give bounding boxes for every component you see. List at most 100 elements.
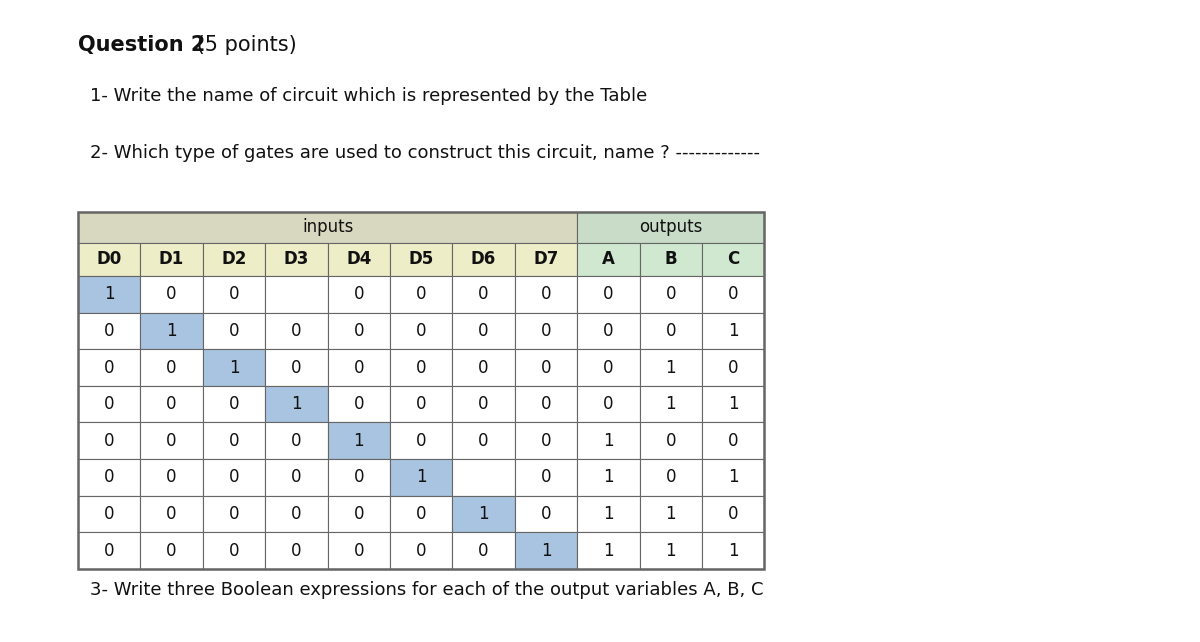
Text: 0: 0 xyxy=(292,431,301,450)
Text: 0: 0 xyxy=(354,505,364,523)
Text: D0: D0 xyxy=(96,250,122,268)
Text: 1- Write the name of circuit which is represented by the Table: 1- Write the name of circuit which is re… xyxy=(90,87,647,105)
Text: 0: 0 xyxy=(104,395,114,413)
Text: 0: 0 xyxy=(541,505,551,523)
Text: 0: 0 xyxy=(104,468,114,487)
Text: 0: 0 xyxy=(479,541,488,560)
Text: (5 points): (5 points) xyxy=(190,35,296,55)
Text: 0: 0 xyxy=(728,431,738,450)
Text: 1: 1 xyxy=(666,395,676,413)
Text: D2: D2 xyxy=(221,250,247,268)
Text: 0: 0 xyxy=(541,431,551,450)
Text: 0: 0 xyxy=(479,322,488,340)
Text: 1: 1 xyxy=(541,541,551,560)
Text: 1: 1 xyxy=(416,468,426,487)
Text: 0: 0 xyxy=(229,285,239,304)
Text: 1: 1 xyxy=(104,285,114,304)
Text: 0: 0 xyxy=(604,358,613,377)
Text: D3: D3 xyxy=(283,250,310,268)
Text: 1: 1 xyxy=(728,395,738,413)
Text: 1: 1 xyxy=(604,541,613,560)
Text: 1: 1 xyxy=(479,505,488,523)
Text: 0: 0 xyxy=(541,322,551,340)
Text: 1: 1 xyxy=(728,322,738,340)
Text: 1: 1 xyxy=(666,358,676,377)
Text: 1: 1 xyxy=(604,505,613,523)
Text: 0: 0 xyxy=(104,358,114,377)
Text: 0: 0 xyxy=(354,541,364,560)
Text: 0: 0 xyxy=(104,322,114,340)
Text: 0: 0 xyxy=(666,322,676,340)
Text: 0: 0 xyxy=(479,358,488,377)
Text: 0: 0 xyxy=(479,395,488,413)
Text: D7: D7 xyxy=(533,250,559,268)
Text: 1: 1 xyxy=(354,431,364,450)
Text: 0: 0 xyxy=(292,322,301,340)
Text: D6: D6 xyxy=(470,250,497,268)
Text: 2- Which type of gates are used to construct this circuit, name ? -------------: 2- Which type of gates are used to const… xyxy=(90,144,760,162)
Text: 0: 0 xyxy=(292,505,301,523)
Text: 0: 0 xyxy=(167,395,176,413)
Text: 0: 0 xyxy=(229,322,239,340)
Text: 0: 0 xyxy=(292,541,301,560)
Text: B: B xyxy=(665,250,677,268)
Text: 1: 1 xyxy=(728,541,738,560)
Text: 0: 0 xyxy=(604,285,613,304)
Text: 0: 0 xyxy=(416,322,426,340)
Text: 0: 0 xyxy=(354,322,364,340)
Text: 0: 0 xyxy=(541,468,551,487)
Text: 0: 0 xyxy=(354,395,364,413)
Text: 0: 0 xyxy=(167,468,176,487)
Text: 0: 0 xyxy=(479,431,488,450)
Text: 0: 0 xyxy=(167,358,176,377)
Text: 0: 0 xyxy=(728,505,738,523)
Text: 0: 0 xyxy=(104,431,114,450)
Text: 0: 0 xyxy=(728,358,738,377)
Text: 0: 0 xyxy=(541,285,551,304)
Text: 1: 1 xyxy=(604,468,613,487)
Text: 1: 1 xyxy=(728,468,738,487)
Text: outputs: outputs xyxy=(640,218,702,236)
Text: 0: 0 xyxy=(479,285,488,304)
Text: C: C xyxy=(727,250,739,268)
Text: 0: 0 xyxy=(604,322,613,340)
Text: 0: 0 xyxy=(167,285,176,304)
Text: 0: 0 xyxy=(229,505,239,523)
Text: 0: 0 xyxy=(167,505,176,523)
Text: 0: 0 xyxy=(666,431,676,450)
Text: A: A xyxy=(602,250,614,268)
Text: 0: 0 xyxy=(416,505,426,523)
Text: 0: 0 xyxy=(167,541,176,560)
Text: 0: 0 xyxy=(416,541,426,560)
Text: 1: 1 xyxy=(666,505,676,523)
Text: 0: 0 xyxy=(292,358,301,377)
Text: 1: 1 xyxy=(666,541,676,560)
Text: 0: 0 xyxy=(229,541,239,560)
Text: 0: 0 xyxy=(229,468,239,487)
Text: 0: 0 xyxy=(666,285,676,304)
Text: 0: 0 xyxy=(229,395,239,413)
Text: 1: 1 xyxy=(292,395,301,413)
Text: D5: D5 xyxy=(408,250,434,268)
Text: 0: 0 xyxy=(728,285,738,304)
Text: 3- Write three Boolean expressions for each of the output variables A, B, C: 3- Write three Boolean expressions for e… xyxy=(90,581,763,599)
Text: 0: 0 xyxy=(354,358,364,377)
Text: 0: 0 xyxy=(416,285,426,304)
Text: 1: 1 xyxy=(604,431,613,450)
Text: 0: 0 xyxy=(354,285,364,304)
Text: 0: 0 xyxy=(167,431,176,450)
Text: 0: 0 xyxy=(604,395,613,413)
Text: 0: 0 xyxy=(416,358,426,377)
Text: Question 2: Question 2 xyxy=(78,35,205,55)
Text: 0: 0 xyxy=(416,395,426,413)
Text: 0: 0 xyxy=(416,431,426,450)
Text: 1: 1 xyxy=(167,322,176,340)
Text: 0: 0 xyxy=(541,358,551,377)
Text: D4: D4 xyxy=(346,250,372,268)
Text: 0: 0 xyxy=(666,468,676,487)
Text: 0: 0 xyxy=(541,395,551,413)
Text: 0: 0 xyxy=(292,468,301,487)
Text: inputs: inputs xyxy=(302,218,353,236)
Text: 1: 1 xyxy=(229,358,239,377)
Text: 0: 0 xyxy=(354,468,364,487)
